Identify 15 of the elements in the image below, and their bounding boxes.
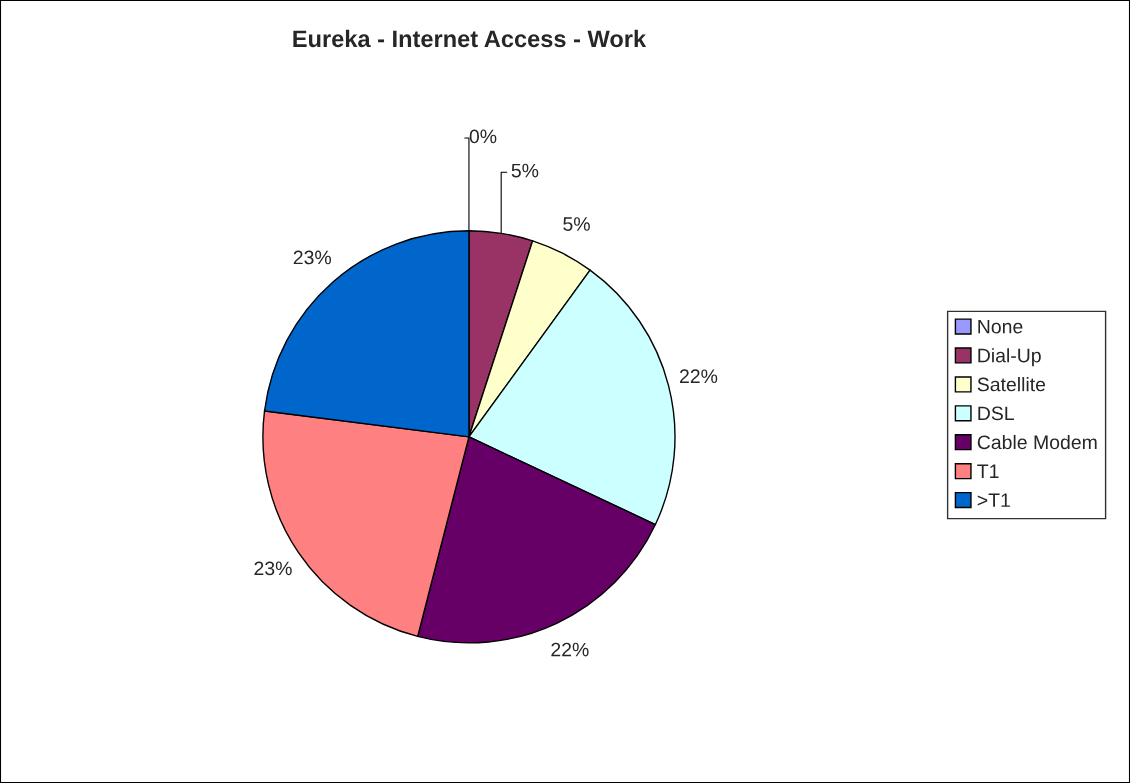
legend-label: T1 bbox=[977, 464, 999, 478]
data-label: 5% bbox=[511, 163, 539, 178]
legend-label: >T1 bbox=[977, 493, 1010, 507]
chart-title: Eureka - Internet Access - Work bbox=[293, 29, 647, 48]
legend-label: Satellite bbox=[977, 377, 1046, 392]
data-label: 22% bbox=[551, 642, 589, 657]
legend-label: Cable Modem bbox=[977, 434, 1097, 450]
legend-label: None bbox=[978, 319, 1023, 334]
data-label: 22% bbox=[679, 369, 718, 384]
data-label: 23% bbox=[293, 250, 332, 265]
legend-label: Dial-Up bbox=[978, 348, 1041, 367]
data-label: 5% bbox=[563, 217, 590, 231]
legend-label: DSL bbox=[978, 406, 1014, 421]
data-label: 23% bbox=[254, 561, 292, 576]
text: 0% bbox=[469, 129, 497, 144]
